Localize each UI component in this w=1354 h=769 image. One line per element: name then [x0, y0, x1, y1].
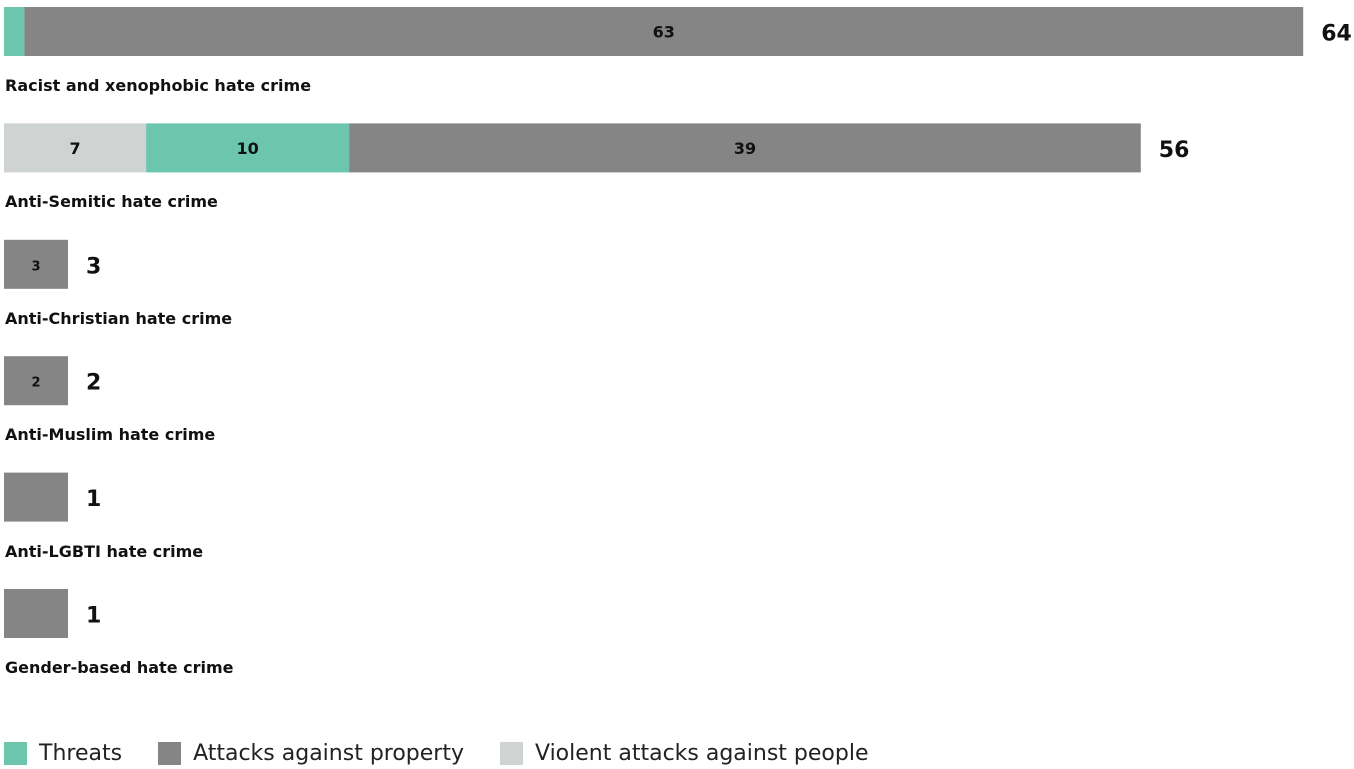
category-label-anti-muslim-hate-crime: Anti-Muslim hate crime [5, 425, 216, 445]
legend-item-threats: Threats [4, 741, 122, 766]
category-label-racist-and-xenophobic-hate-crime: Racist and xenophobic hate crime [5, 76, 312, 95]
segment-value-label-racist-and-xenophobic-hate-crime-attacks-against-property: 63 [653, 23, 675, 42]
total-label-gender-based-hate-crime: 1 [86, 604, 101, 629]
total-label-anti-lgbti-hate-crime: 1 [86, 487, 101, 512]
category-label-anti-christian-hate-crime: Anti-Christian hate crime [5, 308, 233, 328]
total-label-anti-semitic-hate-crime: 56 [1159, 138, 1190, 163]
legend: Threats Attacks against property Violent… [4, 738, 905, 768]
total-label-anti-christian-hate-crime: 3 [86, 254, 101, 279]
legend-item-attacks-against-property: Attacks against property [158, 741, 464, 766]
bar-segment-racist-and-xenophobic-hate-crime-attacks-against-property [24, 7, 1304, 56]
bar-segment-anti-muslim-hate-crime-attacks-against-property [4, 356, 68, 406]
total-label-anti-muslim-hate-crime: 2 [86, 371, 101, 396]
segment-value-label-anti-semitic-hate-crime-threats: 10 [236, 139, 258, 158]
bar-segment-racist-and-xenophobic-hate-crime-threats [4, 7, 25, 56]
bar-segment-gender-based-hate-crime-attacks-against-property [4, 589, 68, 638]
bar-segment-anti-semitic-hate-crime-violent-attacks-against-people [4, 123, 147, 173]
bar-segment-anti-semitic-hate-crime-attacks-against-property [349, 123, 1141, 173]
legend-swatch-violent-attacks [500, 741, 523, 765]
total-label-racist-and-xenophobic-hate-crime: 64 [1321, 22, 1352, 47]
category-label-anti-semitic-hate-crime: Anti-Semitic hate crime [5, 192, 218, 212]
legend-label-threats: Threats [39, 740, 123, 766]
legend-swatch-threats [4, 741, 27, 765]
category-label-anti-lgbti-hate-crime: Anti-LGBTI hate crime [5, 541, 204, 561]
segment-value-label-anti-christian-hate-crime-attacks-against-property: 3 [31, 259, 40, 274]
segment-value-label-anti-semitic-hate-crime-attacks-against-property: 39 [734, 139, 756, 158]
legend-swatch-attacks-against-property [158, 741, 182, 765]
legend-label-violent-attacks: Violent attacks against people [535, 740, 869, 766]
legend-label-attacks-against-property: Attacks against property [193, 740, 464, 766]
segment-value-label-anti-semitic-hate-crime-violent-attacks-against-people: 7 [69, 139, 80, 158]
category-label-gender-based-hate-crime: Gender-based hate crime [5, 658, 234, 677]
legend-item-violent-attacks: Violent attacks against people [500, 741, 869, 766]
bar-segment-anti-lgbti-hate-crime-attacks-against-property [4, 472, 68, 522]
segment-value-label-anti-muslim-hate-crime-attacks-against-property: 2 [31, 376, 40, 391]
bar-segment-anti-semitic-hate-crime-threats [146, 123, 350, 173]
bar-segment-anti-christian-hate-crime-attacks-against-property [4, 239, 68, 289]
